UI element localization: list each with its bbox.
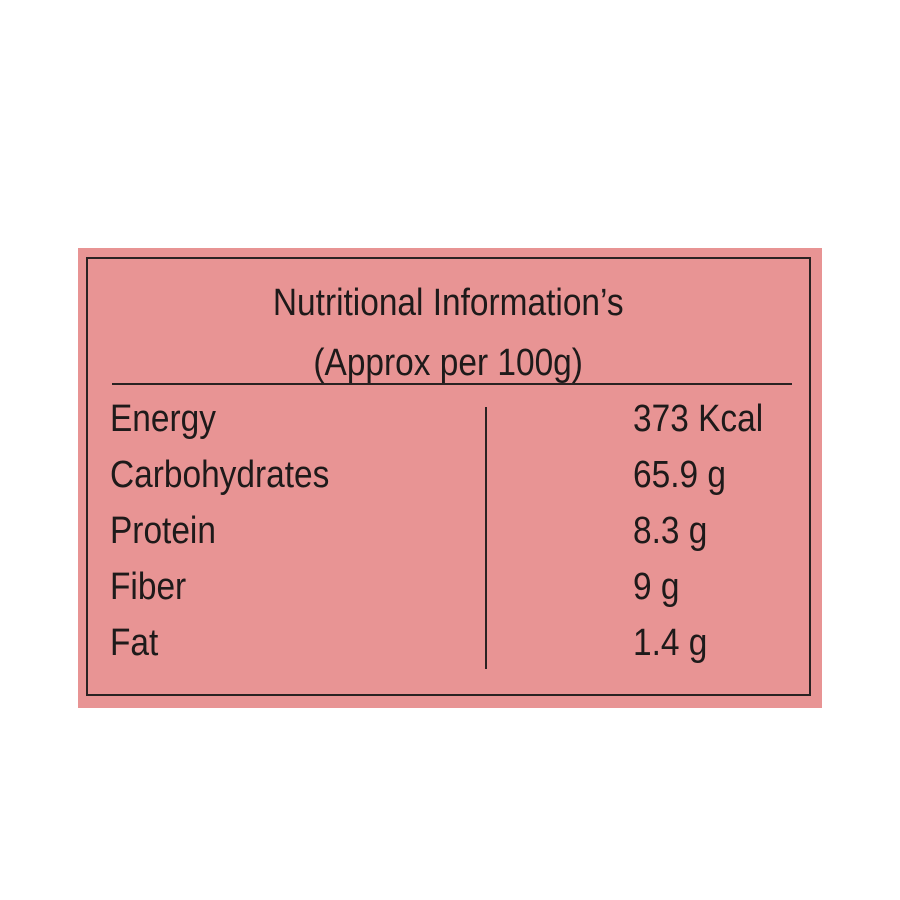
table-row: Carbohydrates 65.9 g — [88, 447, 809, 503]
title-line-1: Nutritional Information’s — [273, 282, 624, 324]
nutrient-label: Fiber — [110, 566, 187, 608]
nutrient-value: 373 Kcal — [633, 398, 764, 440]
table-row: Fat 1.4 g — [88, 615, 809, 671]
table-subtitle: (Approx per 100g) — [88, 341, 809, 385]
nutrition-panel: Nutritional Information’s (Approx per 10… — [78, 248, 822, 708]
nutrient-value: 1.4 g — [633, 622, 708, 664]
title-line-2: (Approx per 100g) — [313, 342, 584, 384]
column-divider — [485, 407, 487, 669]
nutrient-value: 9 g — [633, 566, 680, 608]
table-row: Protein 8.3 g — [88, 503, 809, 559]
table-row: Fiber 9 g — [88, 559, 809, 615]
nutrient-value: 65.9 g — [633, 454, 726, 496]
nutrition-table-frame: Nutritional Information’s (Approx per 10… — [86, 257, 811, 696]
table-title: Nutritional Information’s — [88, 281, 809, 325]
nutrient-value: 8.3 g — [633, 510, 708, 552]
nutrient-label: Fat — [110, 622, 159, 664]
header-divider — [112, 383, 792, 385]
nutrient-label: Protein — [110, 510, 216, 552]
nutrient-label: Energy — [110, 398, 216, 440]
table-row: Energy 373 Kcal — [88, 391, 809, 447]
nutrient-label: Carbohydrates — [110, 454, 330, 496]
